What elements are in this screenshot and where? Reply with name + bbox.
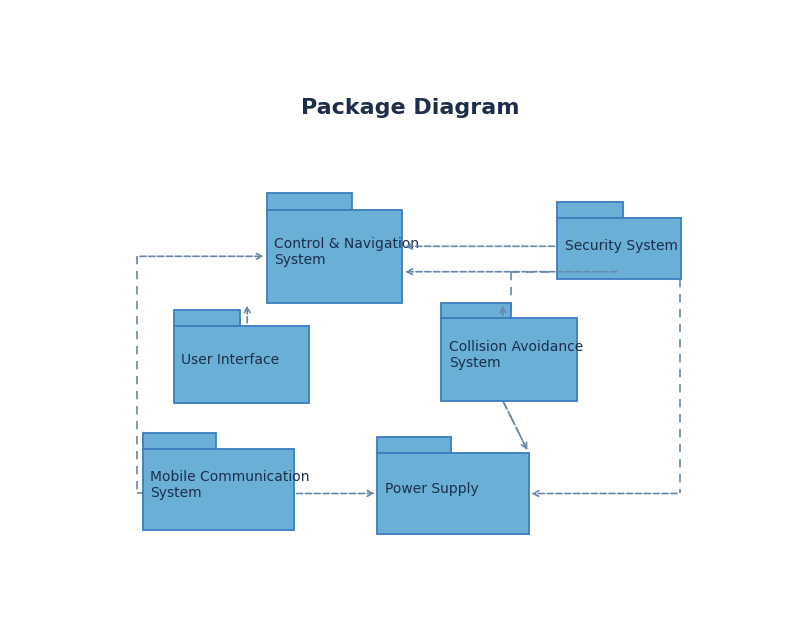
Text: Security System: Security System [565,239,678,252]
Text: Mobile Communication
System: Mobile Communication System [150,470,310,501]
Text: Control & Navigation
System: Control & Navigation System [274,237,419,267]
Text: User Interface: User Interface [182,354,279,367]
Bar [174,325,310,403]
Text: Collision Avoidance
System: Collision Avoidance System [449,340,583,371]
Bar [378,437,451,453]
Bar [441,303,510,318]
Bar [142,433,216,449]
Text: Power Supply: Power Supply [386,482,479,496]
Bar [174,310,239,325]
Bar [558,202,623,218]
Bar [441,318,577,401]
Text: Package Diagram: Package Diagram [301,99,519,119]
Bar [266,210,402,303]
Bar [378,453,529,534]
Bar [266,193,352,210]
Bar [142,449,294,529]
Bar [558,218,682,279]
